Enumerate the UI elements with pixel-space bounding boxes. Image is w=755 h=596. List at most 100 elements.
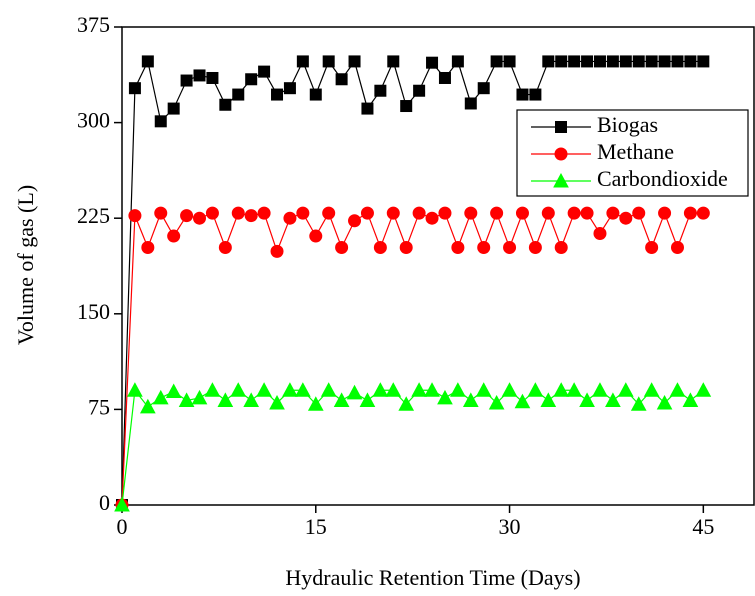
marker	[477, 241, 491, 255]
marker	[464, 206, 478, 220]
legend-label: Methane	[597, 139, 674, 164]
marker	[360, 206, 374, 220]
marker	[258, 65, 271, 78]
marker	[180, 209, 194, 223]
marker	[295, 382, 311, 397]
marker	[658, 206, 672, 220]
marker	[619, 211, 633, 225]
legend-label: Carbondioxide	[597, 166, 728, 191]
marker	[438, 71, 451, 84]
marker	[322, 55, 335, 68]
marker	[178, 392, 195, 407]
marker	[205, 206, 219, 220]
marker	[528, 241, 542, 255]
x-tick-label: 0	[117, 514, 128, 539]
marker	[206, 71, 219, 84]
marker	[682, 392, 699, 407]
y-tick-label: 150	[77, 299, 110, 324]
marker	[232, 88, 245, 101]
marker	[451, 55, 464, 68]
marker	[348, 214, 362, 228]
marker	[656, 394, 673, 410]
marker	[437, 389, 453, 405]
marker	[244, 209, 258, 223]
marker	[669, 382, 686, 397]
marker	[320, 382, 337, 397]
marker	[425, 211, 439, 225]
marker	[554, 241, 568, 255]
marker	[503, 241, 517, 255]
marker	[398, 396, 415, 411]
marker	[335, 241, 349, 255]
marker	[141, 241, 155, 255]
marker	[257, 206, 271, 220]
y-tick-label: 0	[99, 490, 110, 515]
marker	[696, 206, 710, 220]
marker	[411, 382, 427, 397]
marker	[658, 55, 671, 68]
marker	[593, 226, 607, 240]
marker	[256, 382, 272, 397]
marker	[606, 55, 619, 68]
marker	[282, 382, 298, 397]
marker	[230, 382, 247, 397]
marker	[309, 229, 323, 243]
legend-marker	[554, 147, 568, 161]
marker	[271, 88, 284, 101]
marker	[269, 394, 285, 410]
y-tick-label: 300	[77, 108, 110, 133]
marker	[361, 102, 374, 115]
marker	[165, 383, 182, 399]
marker	[501, 382, 518, 397]
marker	[617, 382, 634, 397]
marker	[438, 206, 452, 220]
legend-label: Biogas	[597, 112, 658, 137]
marker	[399, 241, 413, 255]
marker	[180, 74, 193, 87]
marker	[581, 55, 594, 68]
marker	[683, 206, 697, 220]
marker	[645, 55, 658, 68]
series-line	[121, 388, 704, 506]
marker	[413, 84, 426, 97]
x-tick-label: 30	[499, 514, 521, 539]
marker	[671, 55, 684, 68]
marker	[333, 392, 350, 407]
marker	[348, 55, 361, 68]
marker	[643, 382, 660, 397]
marker	[243, 392, 260, 407]
marker	[167, 102, 180, 115]
marker	[632, 55, 645, 68]
marker	[684, 55, 697, 68]
marker	[139, 398, 156, 414]
marker	[632, 206, 646, 220]
marker	[307, 396, 324, 411]
marker	[541, 206, 555, 220]
marker	[385, 382, 402, 397]
marker	[387, 55, 400, 68]
marker	[231, 206, 245, 220]
marker	[372, 382, 389, 397]
marker	[464, 97, 477, 110]
marker	[167, 229, 181, 243]
marker	[128, 209, 142, 223]
marker	[542, 55, 555, 68]
legend-marker	[553, 172, 569, 188]
marker	[566, 382, 582, 397]
marker	[490, 55, 503, 68]
y-axis-title: Volume of gas (L)	[13, 185, 38, 345]
marker	[152, 389, 169, 405]
marker	[540, 392, 557, 407]
marker	[568, 55, 581, 68]
marker	[219, 98, 232, 111]
marker	[606, 206, 620, 220]
marker	[490, 206, 504, 220]
marker	[670, 241, 684, 255]
marker	[579, 392, 595, 407]
plot-frame	[121, 26, 755, 506]
marker	[412, 206, 426, 220]
marker	[488, 394, 505, 410]
marker	[630, 396, 647, 411]
marker	[193, 211, 207, 225]
